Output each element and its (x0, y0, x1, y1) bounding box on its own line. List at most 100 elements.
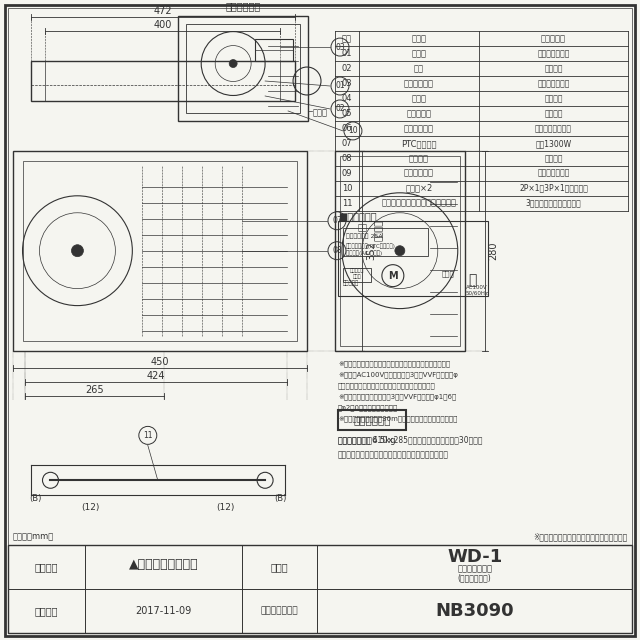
Text: ・本体取付は浴室・脱衣室の内側から行ってください: ・本体取付は浴室・脱衣室の内側から行ってください (338, 451, 449, 460)
Text: 09: 09 (342, 169, 352, 178)
Text: WD-1: WD-1 (447, 548, 502, 566)
Text: バス乾燥・暖房: バス乾燥・暖房 (457, 564, 492, 573)
Text: 洗い場側: 洗い場側 (374, 220, 383, 241)
Bar (8, 545, 632, 633)
Bar (179, 16, 308, 121)
Text: （電源ケーブル、アース線）をご使用ください。: （電源ケーブル、アース線）をご使用ください。 (338, 383, 436, 389)
Text: 450: 450 (150, 358, 169, 367)
Text: 温度ヒューズ　(PTCヒーター): 温度ヒューズ (PTCヒーター) (346, 243, 396, 248)
Text: (12): (12) (216, 503, 234, 512)
Text: ■配　線　図: ■配 線 図 (338, 211, 376, 221)
Text: 亜鉛メッキ鋼板: 亜鉛メッキ鋼板 (538, 169, 570, 178)
Text: 50/60Hz: 50/60Hz (466, 290, 488, 295)
Text: 本体枠: 本体枠 (412, 49, 426, 58)
Text: 合成樹脂（羽根）: 合成樹脂（羽根） (535, 124, 572, 133)
Text: 電源端子台: 電源端子台 (343, 281, 359, 287)
Text: 品番: 品番 (342, 34, 352, 43)
Text: 280: 280 (489, 241, 499, 260)
Text: (換気機能なし): (換気機能なし) (458, 573, 492, 582)
Text: ※連動換気扇との接続は、3芯のVVFケーブルφ1．6㎜: ※連動換気扇との接続は、3芯のVVFケーブルφ1．6㎜ (338, 394, 456, 400)
Text: 10: 10 (342, 184, 352, 193)
Text: 整　理　番　号: 整 理 番 号 (260, 607, 298, 616)
Text: 352: 352 (366, 241, 376, 260)
Text: 本体: 本体 (414, 64, 424, 73)
Text: 3芯ビニルキャプタイヤコ: 3芯ビニルキャプタイヤコ (525, 199, 582, 208)
Text: ・天井埋込寸法 410×285（野縁高さは天井材含み30以下）: ・天井埋込寸法 410×285（野縁高さは天井材含み30以下） (338, 435, 483, 444)
Text: (B): (B) (274, 493, 286, 503)
Text: 材　質　等: 材 質 等 (541, 34, 566, 43)
Text: 2P×1、3P×1連結端子台: 2P×1、3P×1連結端子台 (519, 184, 588, 193)
Text: ※電源（AC100V）との接続は3芯のVVFケーブルφ: ※電源（AC100V）との接続は3芯のVVFケーブルφ (338, 371, 458, 378)
Text: 10: 10 (348, 127, 358, 136)
Text: 吹出口: 吹出口 (313, 108, 328, 118)
Text: φ2．0をご使用ください。: φ2．0をご使用ください。 (338, 404, 398, 411)
Text: 浴室用送風機: 浴室用送風機 (404, 124, 434, 133)
Text: 連動換気扇
端子台: 連動換気扇 端子台 (349, 268, 364, 279)
Text: 上から見た図: 上から見た図 (225, 1, 260, 11)
Text: グリル: グリル (412, 94, 426, 103)
Text: コントロールスイッチ接続コード: コントロールスイッチ接続コード (381, 199, 456, 208)
Text: NB3090: NB3090 (435, 602, 514, 620)
Text: 作成日付: 作成日付 (35, 606, 58, 616)
Text: ※太線部分は有資格者である電気工事士にて施工してくだ: ※太線部分は有資格者である電気工事士にて施工してくだ (338, 360, 450, 367)
Text: 製品本体質量：6.5kg: 製品本体質量：6.5kg (338, 436, 396, 445)
Text: 472: 472 (154, 6, 172, 16)
Text: 01: 01 (335, 81, 345, 90)
Text: 08: 08 (342, 154, 352, 163)
Text: 265: 265 (85, 385, 104, 396)
Text: 本体: 本体 (358, 223, 368, 232)
Text: フィルター: フィルター (406, 109, 431, 118)
Text: AC100V: AC100V (466, 285, 488, 290)
Text: 03: 03 (335, 43, 345, 52)
Text: 07: 07 (342, 139, 352, 148)
Text: ルーバー: ルーバー (409, 154, 429, 163)
Text: 400: 400 (154, 20, 172, 30)
Text: 02: 02 (335, 104, 345, 113)
Text: 11: 11 (143, 431, 152, 440)
Text: PTCヒーター: PTCヒーター (401, 139, 436, 148)
Bar (13, 151, 307, 351)
Text: 2017-11-09: 2017-11-09 (136, 606, 192, 616)
Circle shape (72, 244, 83, 257)
Text: 電気品ケース: 電気品ケース (404, 79, 434, 88)
Text: 11: 11 (342, 199, 352, 208)
Text: 合成樹脂: 合成樹脂 (545, 94, 563, 103)
Bar (338, 221, 488, 296)
Text: 02: 02 (342, 64, 352, 73)
Circle shape (395, 246, 405, 256)
Text: 04: 04 (342, 94, 352, 103)
Text: ※仕様は場合により変更することがあります: ※仕様は場合により変更することがあります (533, 532, 627, 541)
Text: 05: 05 (342, 109, 352, 118)
Text: 亜鉛メッキ鋼板: 亜鉛メッキ鋼板 (538, 49, 570, 58)
Text: 品　名: 品 名 (412, 34, 426, 43)
Text: 単位は（mm）: 単位は（mm） (13, 532, 54, 541)
Circle shape (229, 60, 237, 68)
Text: 定格1300W: 定格1300W (536, 139, 572, 148)
Bar (338, 410, 406, 430)
Text: 特定保守製品: 特定保守製品 (353, 415, 390, 426)
Bar (22, 161, 297, 340)
Text: 合成樹脂: 合成樹脂 (545, 64, 563, 73)
Bar (31, 61, 295, 101)
Text: 第三角法: 第三角法 (35, 562, 58, 572)
Bar (343, 228, 428, 256)
Text: ～: ～ (468, 274, 477, 287)
Bar (343, 268, 371, 282)
Text: 03: 03 (342, 79, 352, 88)
Text: ※各ケーブルの長さは30m以下にしてください。調動帥の: ※各ケーブルの長さは30m以下にしてください。調動帥の (338, 415, 458, 422)
Bar (255, 39, 293, 61)
Text: 08: 08 (332, 246, 342, 255)
Text: 電気ヒューズ 25A: 電気ヒューズ 25A (346, 233, 383, 239)
Text: 合成樹脂: 合成樹脂 (545, 154, 563, 163)
Text: アース: アース (442, 270, 454, 277)
Text: 形　名: 形 名 (271, 562, 289, 572)
Text: ▲三菱電機株式会社: ▲三菱電機株式会社 (129, 557, 198, 571)
Text: (AC 暖房用): (AC 暖房用) (346, 251, 382, 257)
Text: (12): (12) (81, 503, 100, 512)
Bar (340, 156, 460, 346)
Text: 424: 424 (147, 371, 165, 381)
Text: M: M (388, 271, 397, 281)
Text: 06: 06 (342, 124, 352, 133)
Text: 端子台×2: 端子台×2 (405, 184, 433, 193)
Text: (B): (B) (29, 493, 42, 503)
